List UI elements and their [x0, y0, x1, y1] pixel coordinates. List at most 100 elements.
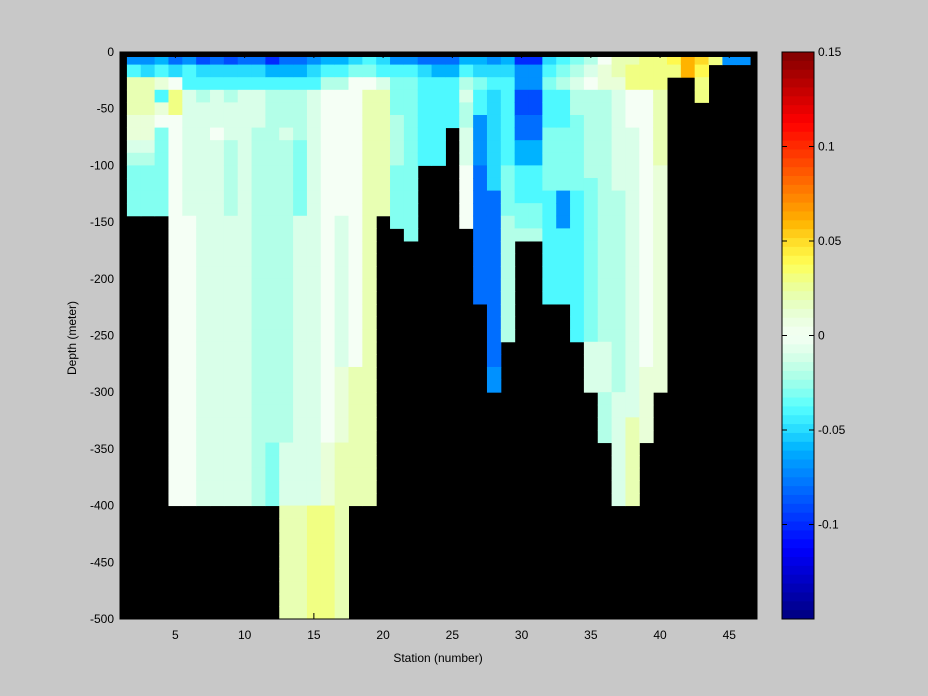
heatmap-cell [639, 429, 654, 444]
heatmap-cell [362, 329, 377, 343]
heatmap-cell [168, 278, 183, 292]
heatmap-cell [237, 429, 253, 444]
y-tick-label: -300 [90, 385, 114, 399]
heatmap-cell [251, 190, 266, 204]
heatmap-cell [182, 89, 197, 103]
heatmap-cell [306, 240, 322, 255]
heatmap-cell [334, 203, 349, 217]
heatmap-cell [514, 190, 530, 204]
heatmap-cell [210, 64, 225, 78]
heatmap-cell [334, 442, 349, 456]
heatmap-cell [279, 228, 294, 242]
heatmap-cell [486, 177, 502, 192]
heatmap-cell [583, 329, 599, 343]
heatmap-cell [223, 64, 239, 78]
heatmap-cell [390, 127, 405, 141]
heatmap-cell [625, 152, 640, 166]
heatmap-cell [279, 392, 294, 406]
heatmap-cell [210, 341, 225, 355]
heatmap-cell [279, 341, 294, 355]
heatmap-cell [279, 303, 294, 318]
heatmap-cell [376, 127, 391, 141]
heatmap-cell [500, 190, 516, 204]
heatmap-cell [611, 177, 626, 192]
heatmap-cell [265, 215, 280, 229]
heatmap-cell [348, 417, 363, 431]
heatmap-cell [514, 203, 530, 217]
heatmap-cell [445, 77, 460, 91]
heatmap-cell [334, 379, 349, 393]
heatmap-cell [625, 102, 640, 116]
heatmap-cell [542, 165, 557, 179]
x-tick-label: 45 [723, 628, 737, 642]
heatmap-cell [556, 190, 571, 204]
heatmap-cell [168, 127, 183, 141]
heatmap-cell [265, 429, 280, 444]
heatmap-cell [459, 64, 474, 78]
heatmap-cell [639, 102, 654, 116]
heatmap-cell [334, 492, 349, 507]
heatmap-cell [473, 127, 488, 141]
heatmap-cell [348, 404, 363, 418]
heatmap-cell [583, 228, 599, 242]
heatmap-cell [154, 77, 169, 91]
heatmap-cell [126, 77, 142, 91]
heatmap-cell [390, 102, 405, 116]
heatmap-cell [653, 278, 668, 292]
heatmap-cell [182, 228, 197, 242]
heatmap-cell [583, 203, 599, 217]
heatmap-cell [251, 442, 266, 456]
heatmap-cell [639, 266, 654, 280]
heatmap-cell [334, 140, 349, 154]
heatmap-cell [500, 102, 516, 116]
heatmap-cell [196, 240, 211, 255]
heatmap-cell [140, 102, 156, 116]
heatmap-cell [597, 366, 613, 381]
heatmap-cell [168, 455, 183, 469]
colorbar-swatch [782, 96, 814, 106]
heatmap-cell [182, 467, 197, 481]
heatmap-cell [334, 530, 349, 544]
colorbar-tick-label: 0 [818, 329, 825, 343]
heatmap-cell [362, 366, 377, 381]
heatmap-cell [196, 127, 211, 141]
heatmap-cell [403, 77, 419, 91]
heatmap-cell [140, 64, 156, 78]
heatmap-cell [556, 152, 571, 166]
heatmap-cell [196, 278, 211, 292]
heatmap-cell [473, 64, 488, 78]
heatmap-cell [279, 177, 294, 192]
heatmap-cell [348, 228, 363, 242]
heatmap-cell [196, 228, 211, 242]
heatmap-cell [403, 89, 419, 103]
heatmap-cell [486, 354, 502, 368]
heatmap-cell [348, 278, 363, 292]
heatmap-cell [293, 530, 308, 544]
heatmap-cell [293, 492, 308, 507]
heatmap-cell [320, 291, 336, 305]
heatmap-cell [320, 64, 336, 78]
heatmap-cell [473, 266, 488, 280]
heatmap-cell [570, 77, 585, 91]
heatmap-cell [500, 291, 516, 305]
heatmap-cell [556, 165, 571, 179]
heatmap-cell [306, 228, 322, 242]
heatmap-cell [486, 77, 502, 91]
heatmap-cell [293, 177, 308, 192]
heatmap-cell [279, 190, 294, 204]
heatmap-cell [182, 291, 197, 305]
y-tick-label: -150 [90, 215, 114, 229]
heatmap-cell [403, 215, 419, 229]
heatmap-cell [514, 77, 530, 91]
heatmap-cell [210, 455, 225, 469]
heatmap-cell [306, 530, 322, 544]
heatmap-cell [320, 165, 336, 179]
heatmap-cell [306, 177, 322, 192]
heatmap-cell [293, 593, 308, 607]
colorbar-swatch [782, 60, 814, 71]
heatmap-cell [306, 518, 322, 532]
heatmap-cell [611, 140, 626, 154]
heatmap-cell [279, 215, 294, 229]
heatmap-cell [459, 152, 474, 166]
heatmap-cell [237, 278, 253, 292]
